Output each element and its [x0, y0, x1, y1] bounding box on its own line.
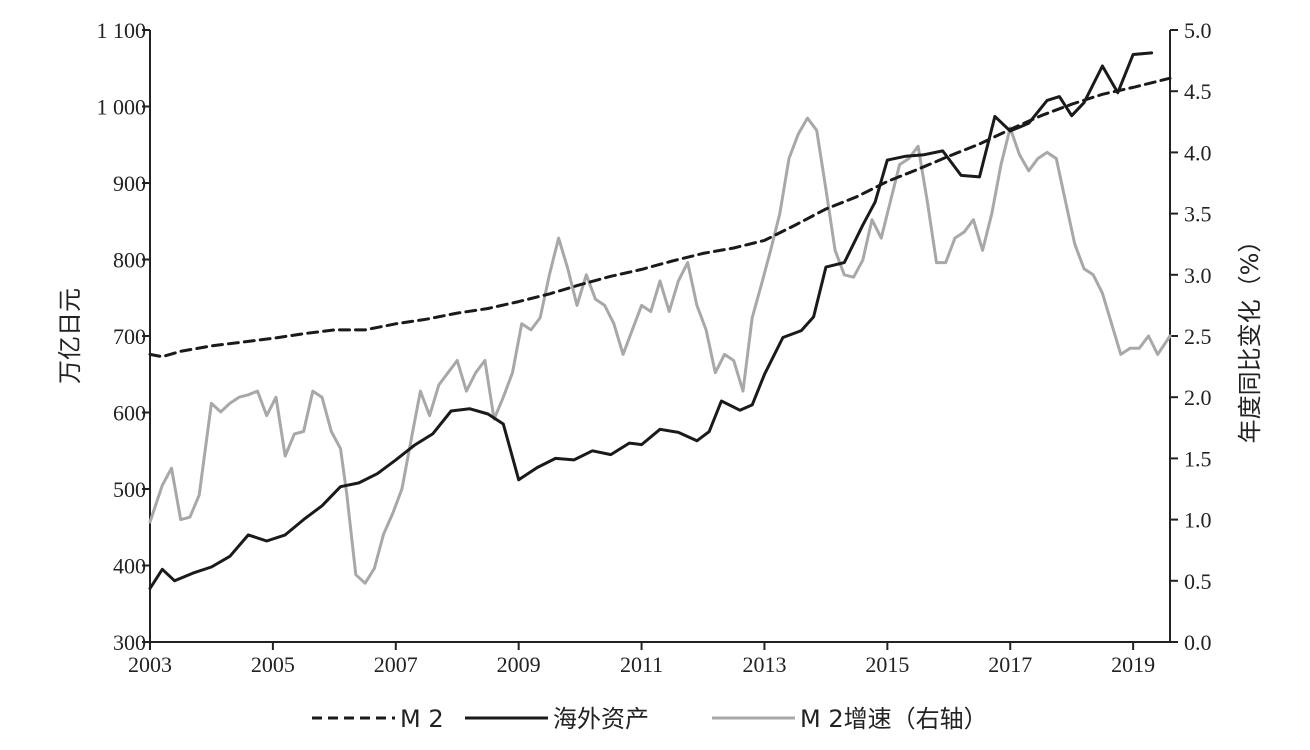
- y-tick-label: 900: [113, 171, 146, 196]
- x-tick-label: 2005: [251, 652, 295, 677]
- series-layer: [148, 51, 1172, 590]
- legend: M 2 海外资产 M 2增速（右轴）: [312, 705, 988, 733]
- y2-tick-label: 0.5: [1184, 569, 1212, 594]
- x-tick-label: 2019: [1111, 652, 1155, 677]
- series-line-m2-growth: [148, 116, 1172, 585]
- legend-label: M 2增速（右轴）: [800, 705, 988, 733]
- y-tick-label: 300: [113, 630, 146, 655]
- y2-tick-label: 0.0: [1184, 630, 1212, 655]
- y-tick-label: 1 000: [97, 95, 147, 120]
- y-tick-label: 500: [113, 477, 146, 502]
- y-tick-label: 400: [113, 554, 146, 579]
- y-tick-label: 800: [113, 248, 146, 273]
- x-tick-label: 2013: [742, 652, 786, 677]
- legend-label: M 2: [400, 705, 444, 733]
- y2-tick-label: 3.5: [1184, 202, 1212, 227]
- y2-tick-label: 4.5: [1184, 79, 1212, 104]
- y-axis-title: 万亿日元: [56, 288, 84, 384]
- x-tick-label: 2007: [374, 652, 418, 677]
- y2-tick-label: 4.0: [1184, 140, 1212, 165]
- y-tick-label: 600: [113, 401, 146, 426]
- y2-tick-label: 5.0: [1184, 18, 1212, 43]
- x-tick-label: 2011: [620, 652, 663, 677]
- x-tick-label: 2009: [497, 652, 541, 677]
- y2-tick-label: 2.5: [1184, 324, 1212, 349]
- y2-tick-label: 2.0: [1184, 385, 1212, 410]
- y2-tick-label: 1.0: [1184, 508, 1212, 533]
- y2-tick-label: 1.5: [1184, 446, 1212, 471]
- y2-axis-title: 年度同比变化（%）: [1236, 229, 1264, 444]
- y-tick-label: 700: [113, 324, 146, 349]
- legend-label: 海外资产: [553, 705, 649, 733]
- x-tick-label: 2003: [128, 652, 172, 677]
- series-line-overseas-assets: [148, 51, 1154, 590]
- x-tick-label: 2015: [865, 652, 909, 677]
- y2-tick-label: 3.0: [1184, 263, 1212, 288]
- y-tick-label: 1 100: [97, 18, 147, 43]
- series-line-m2: [148, 76, 1172, 359]
- x-tick-label: 2017: [988, 652, 1032, 677]
